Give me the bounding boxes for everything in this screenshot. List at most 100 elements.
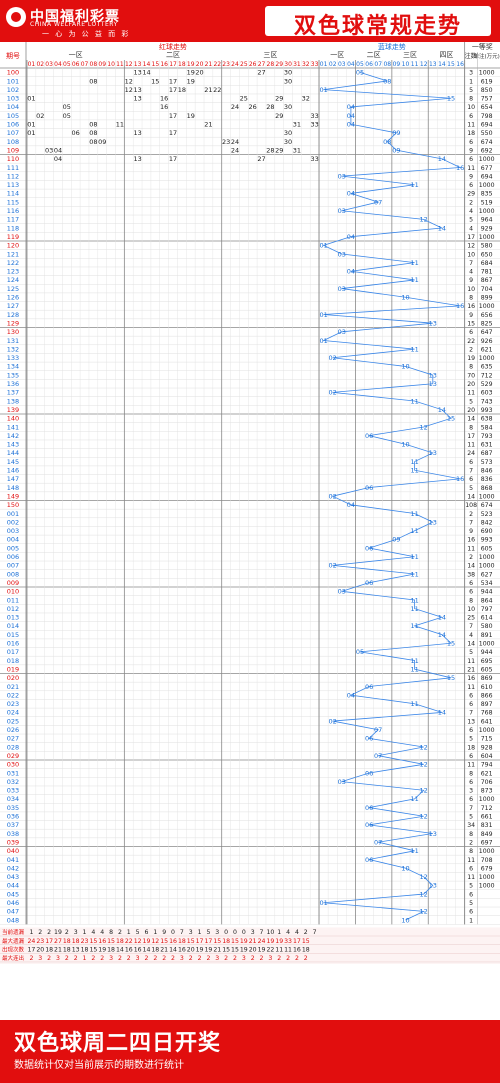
blue-ball: 02: [329, 562, 337, 570]
prize-amount: 842: [481, 519, 493, 526]
blue-ball: 15: [447, 674, 455, 682]
stats-value: 2: [47, 955, 51, 962]
prize-count: 1: [469, 78, 473, 85]
prize-amount: 849: [481, 831, 493, 838]
blue-ball: 13: [429, 830, 437, 838]
prize-amount: 712: [481, 372, 493, 379]
issue-number: 040: [7, 847, 19, 855]
prize-amount: 654: [481, 104, 493, 111]
prize-amount: 692: [481, 147, 493, 154]
prize-title: 一等奖: [472, 42, 493, 51]
blue-ball: 11: [410, 665, 418, 673]
blue-zone-label: 四区: [439, 51, 453, 59]
blue-ball: 07: [374, 838, 382, 846]
blue-ball: 06: [365, 856, 373, 864]
blue-ball: 11: [410, 795, 418, 803]
red-ball: 04: [54, 146, 62, 154]
issue-number: 033: [7, 787, 19, 795]
blue-ball: 03: [338, 285, 346, 293]
red-col-number: 28: [267, 61, 275, 68]
issue-number: 042: [7, 864, 19, 872]
stats-value: 18: [63, 946, 71, 953]
prize-amount: 695: [481, 658, 493, 665]
stats-value: 14: [169, 946, 177, 953]
footer-title: 双色球周二四日开奖: [14, 1031, 222, 1056]
red-col-number: 12: [125, 61, 133, 68]
red-ball: 06: [72, 129, 80, 137]
issue-number: 124: [7, 276, 19, 284]
stats-value: 15: [107, 938, 115, 945]
prize-amount: 1000: [479, 883, 495, 890]
blue-ball: 03: [338, 778, 346, 786]
red-col-number: 11: [116, 61, 124, 68]
stats-value: 19: [196, 946, 204, 953]
prize-count: 7: [469, 260, 473, 267]
issue-number: 034: [7, 795, 19, 803]
issue-number: 140: [7, 415, 19, 423]
stats-value: 23: [36, 938, 44, 945]
red-ball: 25: [240, 95, 248, 103]
prize-count: 34: [467, 822, 475, 829]
prize-amount: 743: [481, 398, 493, 405]
blue-ball: 02: [329, 389, 337, 397]
prize-amount: 944: [481, 649, 493, 656]
blue-ball: 11: [410, 397, 418, 405]
red-col-number: 32: [302, 61, 310, 68]
blue-ball: 01: [319, 337, 327, 345]
prize-count: 8: [469, 96, 473, 103]
blue-ball: 08: [383, 138, 391, 146]
prize-amount: 674: [481, 502, 493, 509]
prize-count: 5: [469, 649, 473, 656]
red-ball: 16: [160, 103, 168, 111]
prize-amount: 1000: [479, 848, 495, 855]
prize-amount: 647: [481, 329, 493, 336]
red-ball: 19: [187, 77, 195, 85]
issue-number: 027: [7, 735, 19, 743]
stats-label: 当前遗漏: [2, 928, 25, 936]
blue-ball: 06: [365, 821, 373, 829]
blue-ball: 15: [447, 95, 455, 103]
prize-amount: 868: [481, 485, 493, 492]
prize-amount: 757: [481, 96, 493, 103]
red-col-number: 21: [205, 61, 213, 68]
issue-number: 005: [7, 544, 19, 552]
red-ball: 28: [266, 103, 274, 111]
issue-number: 100: [7, 69, 19, 77]
stats-value: 4: [100, 929, 104, 936]
stats-value: 33: [284, 938, 292, 945]
prize-count: 6: [469, 589, 473, 596]
prize-amount: 897: [481, 701, 493, 708]
stats-value: 16: [125, 946, 133, 953]
prize-amount: 610: [481, 684, 493, 691]
stats-value: 2: [65, 929, 69, 936]
prize-count: 5: [469, 485, 473, 492]
red-col-number: 19: [187, 61, 195, 68]
blue-ball: 11: [410, 510, 418, 518]
title-box: 双色球常规走势: [265, 6, 491, 39]
stats-value: 27: [54, 938, 62, 945]
red-col-number: 27: [258, 61, 266, 68]
prize-amount: 584: [481, 424, 493, 431]
prize-count: 22: [467, 338, 475, 345]
prize-amount: 1000: [479, 182, 495, 189]
blue-ball: 02: [329, 492, 337, 500]
blue-col-number: 12: [420, 61, 428, 68]
blue-ball: 06: [365, 432, 373, 440]
red-col-number: 13: [134, 61, 142, 68]
issue-number: 131: [7, 337, 19, 345]
prize-count: 6: [469, 891, 473, 898]
blue-ball: 06: [365, 544, 373, 552]
issue-number: 011: [7, 596, 19, 604]
red-zone-label: 一区: [69, 51, 83, 59]
stats-value: 7: [313, 929, 317, 936]
red-ball: 08: [89, 138, 97, 146]
stats-value: 17: [196, 938, 204, 945]
welfare-lottery-logo-icon: [6, 7, 26, 27]
prize-amount: 708: [481, 857, 493, 864]
issue-number: 150: [7, 501, 19, 509]
red-ball: 18: [178, 86, 186, 94]
prize-count: 19: [467, 355, 475, 362]
issue-number: 018: [7, 657, 19, 665]
prize-count: 7: [469, 710, 473, 717]
stats-value: 0: [233, 929, 237, 936]
